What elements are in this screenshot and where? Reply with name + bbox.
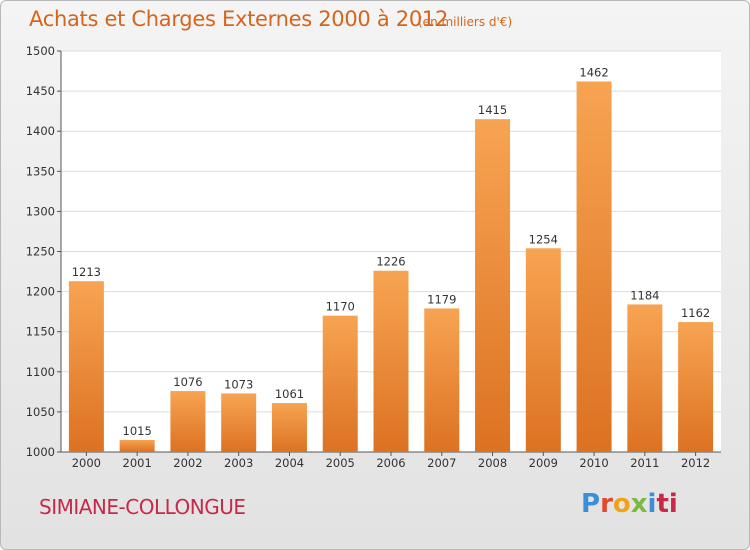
y-tick-label: 1250: [26, 245, 55, 259]
y-tick-label: 1500: [26, 44, 55, 58]
x-tick-label: 2005: [326, 456, 355, 470]
chart-subtitle: (en milliers d'€): [418, 15, 513, 29]
x-tick-label: 2012: [681, 456, 710, 470]
data-label: 1170: [326, 300, 355, 314]
x-tick-label: 2010: [579, 456, 608, 470]
bar: [627, 304, 663, 452]
y-tick-label: 1100: [26, 365, 55, 379]
x-tick-label: 2002: [173, 456, 202, 470]
commune-name: SIMIANE-COLLONGUE: [39, 495, 246, 519]
logo-letter: P: [581, 489, 601, 519]
y-tick-label: 1200: [26, 285, 55, 299]
logo-letter: r: [600, 489, 613, 519]
data-label: 1226: [376, 255, 405, 269]
bar: [525, 248, 561, 452]
data-label: 1162: [681, 306, 710, 320]
x-tick-label: 2001: [123, 456, 152, 470]
data-label: 1462: [579, 65, 608, 79]
logo-letter: x: [630, 489, 648, 519]
x-tick-label: 2006: [376, 456, 405, 470]
data-label: 1184: [630, 288, 659, 302]
bar: [271, 403, 307, 452]
data-label: 1213: [72, 265, 101, 279]
data-label: 1015: [123, 424, 152, 438]
proxiti-logo: Proxiti: [581, 489, 678, 519]
y-tick-label: 1150: [26, 325, 55, 339]
x-tick-label: 2009: [529, 456, 558, 470]
data-label: 1254: [529, 232, 558, 246]
bar: [678, 322, 714, 452]
logo-letter: ti: [656, 489, 678, 519]
bar: [170, 391, 206, 452]
chart-title: Achats et Charges Externes 2000 à 2012: [29, 7, 449, 31]
bar: [373, 270, 409, 452]
bar: [576, 81, 612, 452]
y-tick-label: 1050: [26, 405, 55, 419]
data-label: 1179: [427, 292, 456, 306]
x-tick-label: 2003: [224, 456, 253, 470]
bar: [424, 308, 460, 452]
y-tick-label: 1300: [26, 204, 55, 218]
y-tick-label: 1000: [26, 445, 55, 459]
x-tick-label: 2011: [630, 456, 659, 470]
x-tick-label: 2007: [427, 456, 456, 470]
x-tick-label: 2008: [478, 456, 507, 470]
y-tick-label: 1400: [26, 124, 55, 138]
data-label: 1061: [275, 387, 304, 401]
bar: [322, 315, 358, 452]
bar: [119, 439, 155, 452]
x-tick-label: 2004: [275, 456, 304, 470]
bar: [475, 119, 511, 453]
data-label: 1073: [224, 377, 253, 391]
bar: [68, 281, 104, 452]
x-tick-label: 2000: [72, 456, 101, 470]
bar: [221, 393, 257, 452]
data-label: 1415: [478, 103, 507, 117]
y-tick-label: 1350: [26, 164, 55, 178]
logo-letter: o: [612, 489, 631, 519]
data-label: 1076: [173, 375, 202, 389]
logo-letter: i: [647, 489, 657, 519]
y-tick-label: 1450: [26, 84, 55, 98]
